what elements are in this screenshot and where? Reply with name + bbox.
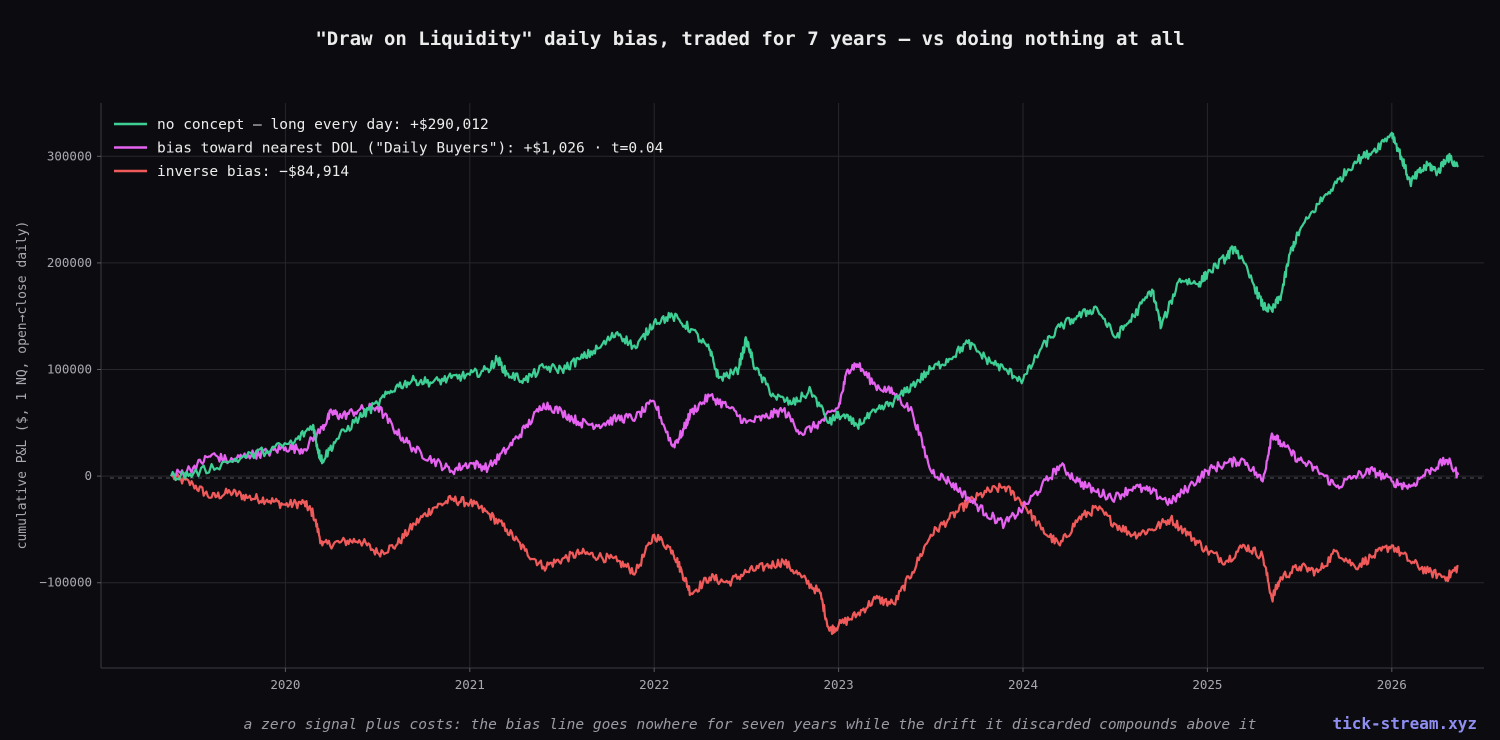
- y-tick-label: −100000: [39, 575, 92, 590]
- grid: [101, 103, 1484, 668]
- legend-label: inverse bias: −$84,914: [157, 164, 349, 180]
- y-ticks: −100000 0 100000 200000 300000: [39, 148, 101, 590]
- x-ticks: 2020 2021 2022 2023 2024 2025 2026: [270, 668, 1407, 692]
- y-axis-label: cumulative P&L ($, 1 NQ, open→close dail…: [15, 221, 30, 550]
- x-tick-label: 2020: [270, 677, 300, 692]
- x-tick-label: 2022: [639, 677, 669, 692]
- axes: [100, 103, 1484, 669]
- y-tick-label: 300000: [47, 148, 92, 163]
- series-lines: [170, 131, 1460, 635]
- legend-label: no concept — long every day: +$290,012: [157, 117, 489, 133]
- x-tick-label: 2023: [824, 677, 854, 692]
- y-tick-label: 200000: [47, 255, 92, 270]
- x-tick-label: 2026: [1377, 677, 1407, 692]
- caption: a zero signal plus costs: the bias line …: [244, 717, 1257, 733]
- x-tick-label: 2024: [1008, 677, 1038, 692]
- x-tick-label: 2025: [1192, 677, 1222, 692]
- legend-label: bias toward nearest DOL ("Daily Buyers")…: [157, 141, 664, 157]
- series-line-2: [170, 362, 1460, 530]
- y-tick-label: 0: [84, 468, 92, 483]
- brand-watermark: tick-stream.xyz: [1333, 714, 1478, 733]
- series-line-1: [170, 131, 1460, 482]
- chart-title: "Draw on Liquidity" daily bias, traded f…: [315, 28, 1184, 50]
- y-tick-label: 100000: [47, 362, 92, 377]
- series-line-3: [170, 472, 1459, 635]
- x-tick-label: 2021: [455, 677, 485, 692]
- legend: no concept — long every day: +$290,012 bi…: [114, 117, 664, 180]
